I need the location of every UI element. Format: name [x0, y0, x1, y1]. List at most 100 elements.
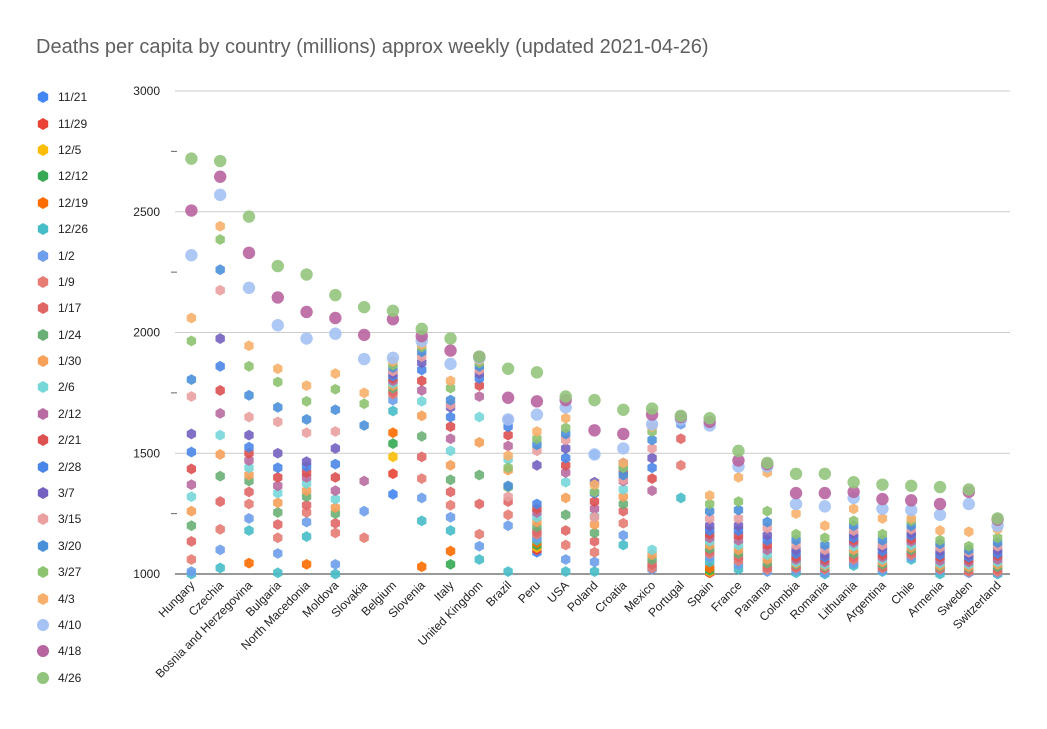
data-point — [474, 436, 484, 448]
legend-marker — [36, 486, 50, 500]
data-point — [589, 496, 600, 507]
legend-label: 11/21 — [58, 90, 88, 105]
data-point — [935, 534, 945, 546]
data-point — [357, 328, 371, 342]
data-point — [647, 473, 657, 485]
legend-marker-shape — [37, 355, 49, 368]
legend-marker — [36, 169, 50, 183]
x-tick-label: Peru — [515, 578, 543, 606]
legend-item: 1/24 — [36, 322, 88, 348]
data-point — [388, 451, 398, 463]
legend-marker-shape — [37, 91, 49, 104]
data-point — [273, 462, 283, 474]
series-2 — [388, 451, 715, 577]
data-point — [473, 350, 486, 363]
data-point — [186, 491, 197, 503]
data-point — [301, 531, 312, 542]
legend-label: 3/7 — [58, 486, 75, 501]
data-point — [561, 525, 571, 536]
data-point — [962, 483, 976, 496]
data-point — [330, 472, 341, 483]
data-point — [244, 455, 254, 466]
series-22 — [185, 152, 1004, 525]
data-point — [645, 402, 659, 415]
legend-item: 3/7 — [36, 480, 88, 506]
data-point — [300, 268, 313, 281]
legend-marker — [36, 328, 50, 342]
data-point — [964, 526, 974, 538]
data-point — [417, 492, 427, 504]
legend-marker — [36, 592, 50, 606]
data-point — [273, 472, 283, 483]
data-point — [618, 505, 628, 517]
data-point — [215, 496, 225, 507]
data-point — [703, 412, 716, 425]
data-point — [532, 498, 542, 510]
y-tick-label: 3000 — [133, 84, 160, 98]
data-point — [588, 448, 601, 461]
legend-marker-shape — [37, 381, 49, 394]
legend-marker-shape — [37, 143, 49, 156]
data-point — [444, 344, 457, 357]
data-point — [530, 366, 544, 379]
data-point — [561, 412, 571, 424]
legend-marker — [36, 460, 50, 474]
data-point — [561, 422, 571, 434]
data-point — [300, 332, 313, 345]
data-point — [330, 458, 341, 470]
data-point — [242, 210, 256, 223]
data-point — [215, 429, 225, 441]
data-point — [445, 421, 456, 433]
data-point — [618, 491, 628, 503]
data-point — [618, 517, 628, 529]
data-point — [417, 473, 427, 485]
data-point — [213, 188, 227, 202]
data-point — [732, 444, 745, 458]
legend-label: 12/19 — [58, 195, 89, 210]
legend-marker — [36, 90, 50, 104]
data-point — [244, 462, 254, 474]
legend-marker-shape — [37, 117, 49, 130]
data-point — [877, 513, 888, 524]
legend-marker — [36, 301, 50, 315]
legend-label: 3/15 — [58, 512, 82, 527]
data-point — [301, 395, 312, 407]
data-point — [789, 467, 803, 480]
legend-marker-shape — [37, 196, 49, 209]
data-point — [186, 479, 197, 491]
data-point — [561, 509, 571, 521]
legend-marker-shape — [37, 619, 49, 631]
data-point — [417, 451, 427, 463]
legend-label: 1/30 — [58, 354, 82, 369]
data-point — [820, 520, 830, 532]
data-point — [503, 520, 513, 532]
data-point — [244, 441, 254, 453]
data-point — [561, 539, 571, 551]
data-point — [847, 485, 860, 499]
data-point — [647, 544, 657, 556]
legend-label: 4/10 — [58, 618, 82, 632]
legend-item: 12/12 — [36, 163, 88, 189]
data-point — [273, 363, 283, 375]
data-point — [186, 520, 197, 532]
data-point — [848, 503, 859, 515]
data-point — [647, 462, 657, 474]
data-point — [474, 380, 484, 392]
data-point — [617, 403, 630, 416]
data-point — [474, 498, 484, 510]
data-point — [186, 312, 197, 324]
data-points — [185, 152, 1004, 580]
data-point — [273, 416, 283, 428]
data-point — [705, 513, 715, 524]
data-point — [215, 562, 225, 574]
data-point — [588, 424, 601, 437]
data-point — [388, 488, 398, 500]
data-point — [445, 394, 456, 406]
data-point — [271, 259, 284, 273]
data-point — [503, 566, 513, 577]
data-point — [561, 554, 571, 565]
legend-marker — [36, 433, 50, 447]
data-point — [705, 498, 715, 510]
legend-marker — [36, 380, 50, 394]
data-point — [818, 500, 832, 513]
